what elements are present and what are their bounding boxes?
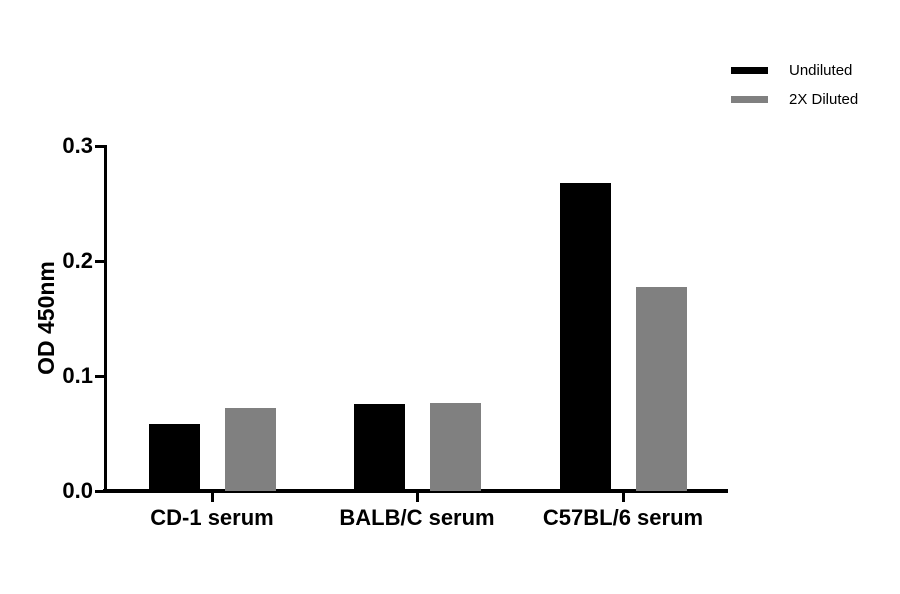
bar-undiluted-cd-1-serum xyxy=(149,424,200,491)
y-tick xyxy=(95,145,104,148)
legend-label: Undiluted xyxy=(789,62,853,79)
y-tick-label: 0.0 xyxy=(62,478,93,503)
y-tick xyxy=(95,375,104,378)
bar-2x-diluted-cd-1-serum xyxy=(225,408,276,491)
x-tick xyxy=(211,493,214,502)
chart-legend: Undiluted 2X Diluted xyxy=(731,56,900,114)
legend-label: 2X Diluted xyxy=(789,91,859,108)
legend-item: 2X Diluted xyxy=(731,85,900,114)
y-tick-label: 0.2 xyxy=(62,248,93,273)
y-tick-label: 0.3 xyxy=(62,133,93,158)
x-axis-category-label: BALB/C serum xyxy=(339,505,495,530)
bar-undiluted-c57bl-6-serum xyxy=(560,183,611,491)
x-tick xyxy=(622,493,625,502)
legend-swatch-undiluted xyxy=(731,67,768,74)
legend-swatch-2x-diluted xyxy=(731,96,768,103)
x-axis-line xyxy=(103,489,728,493)
y-tick xyxy=(95,490,104,493)
bar-2x-diluted-balb-c-serum xyxy=(430,403,481,491)
y-axis-line xyxy=(104,145,107,493)
bar-2x-diluted-c57bl-6-serum xyxy=(636,287,687,491)
x-axis-category-label: CD-1 serum xyxy=(150,505,274,530)
y-tick xyxy=(95,260,104,263)
x-axis-category-label: C57BL/6 serum xyxy=(542,505,704,530)
y-tick-label: 0.1 xyxy=(62,363,93,388)
legend-item: Undiluted xyxy=(731,56,900,85)
bar-undiluted-balb-c-serum xyxy=(354,404,405,491)
x-tick xyxy=(416,493,419,502)
